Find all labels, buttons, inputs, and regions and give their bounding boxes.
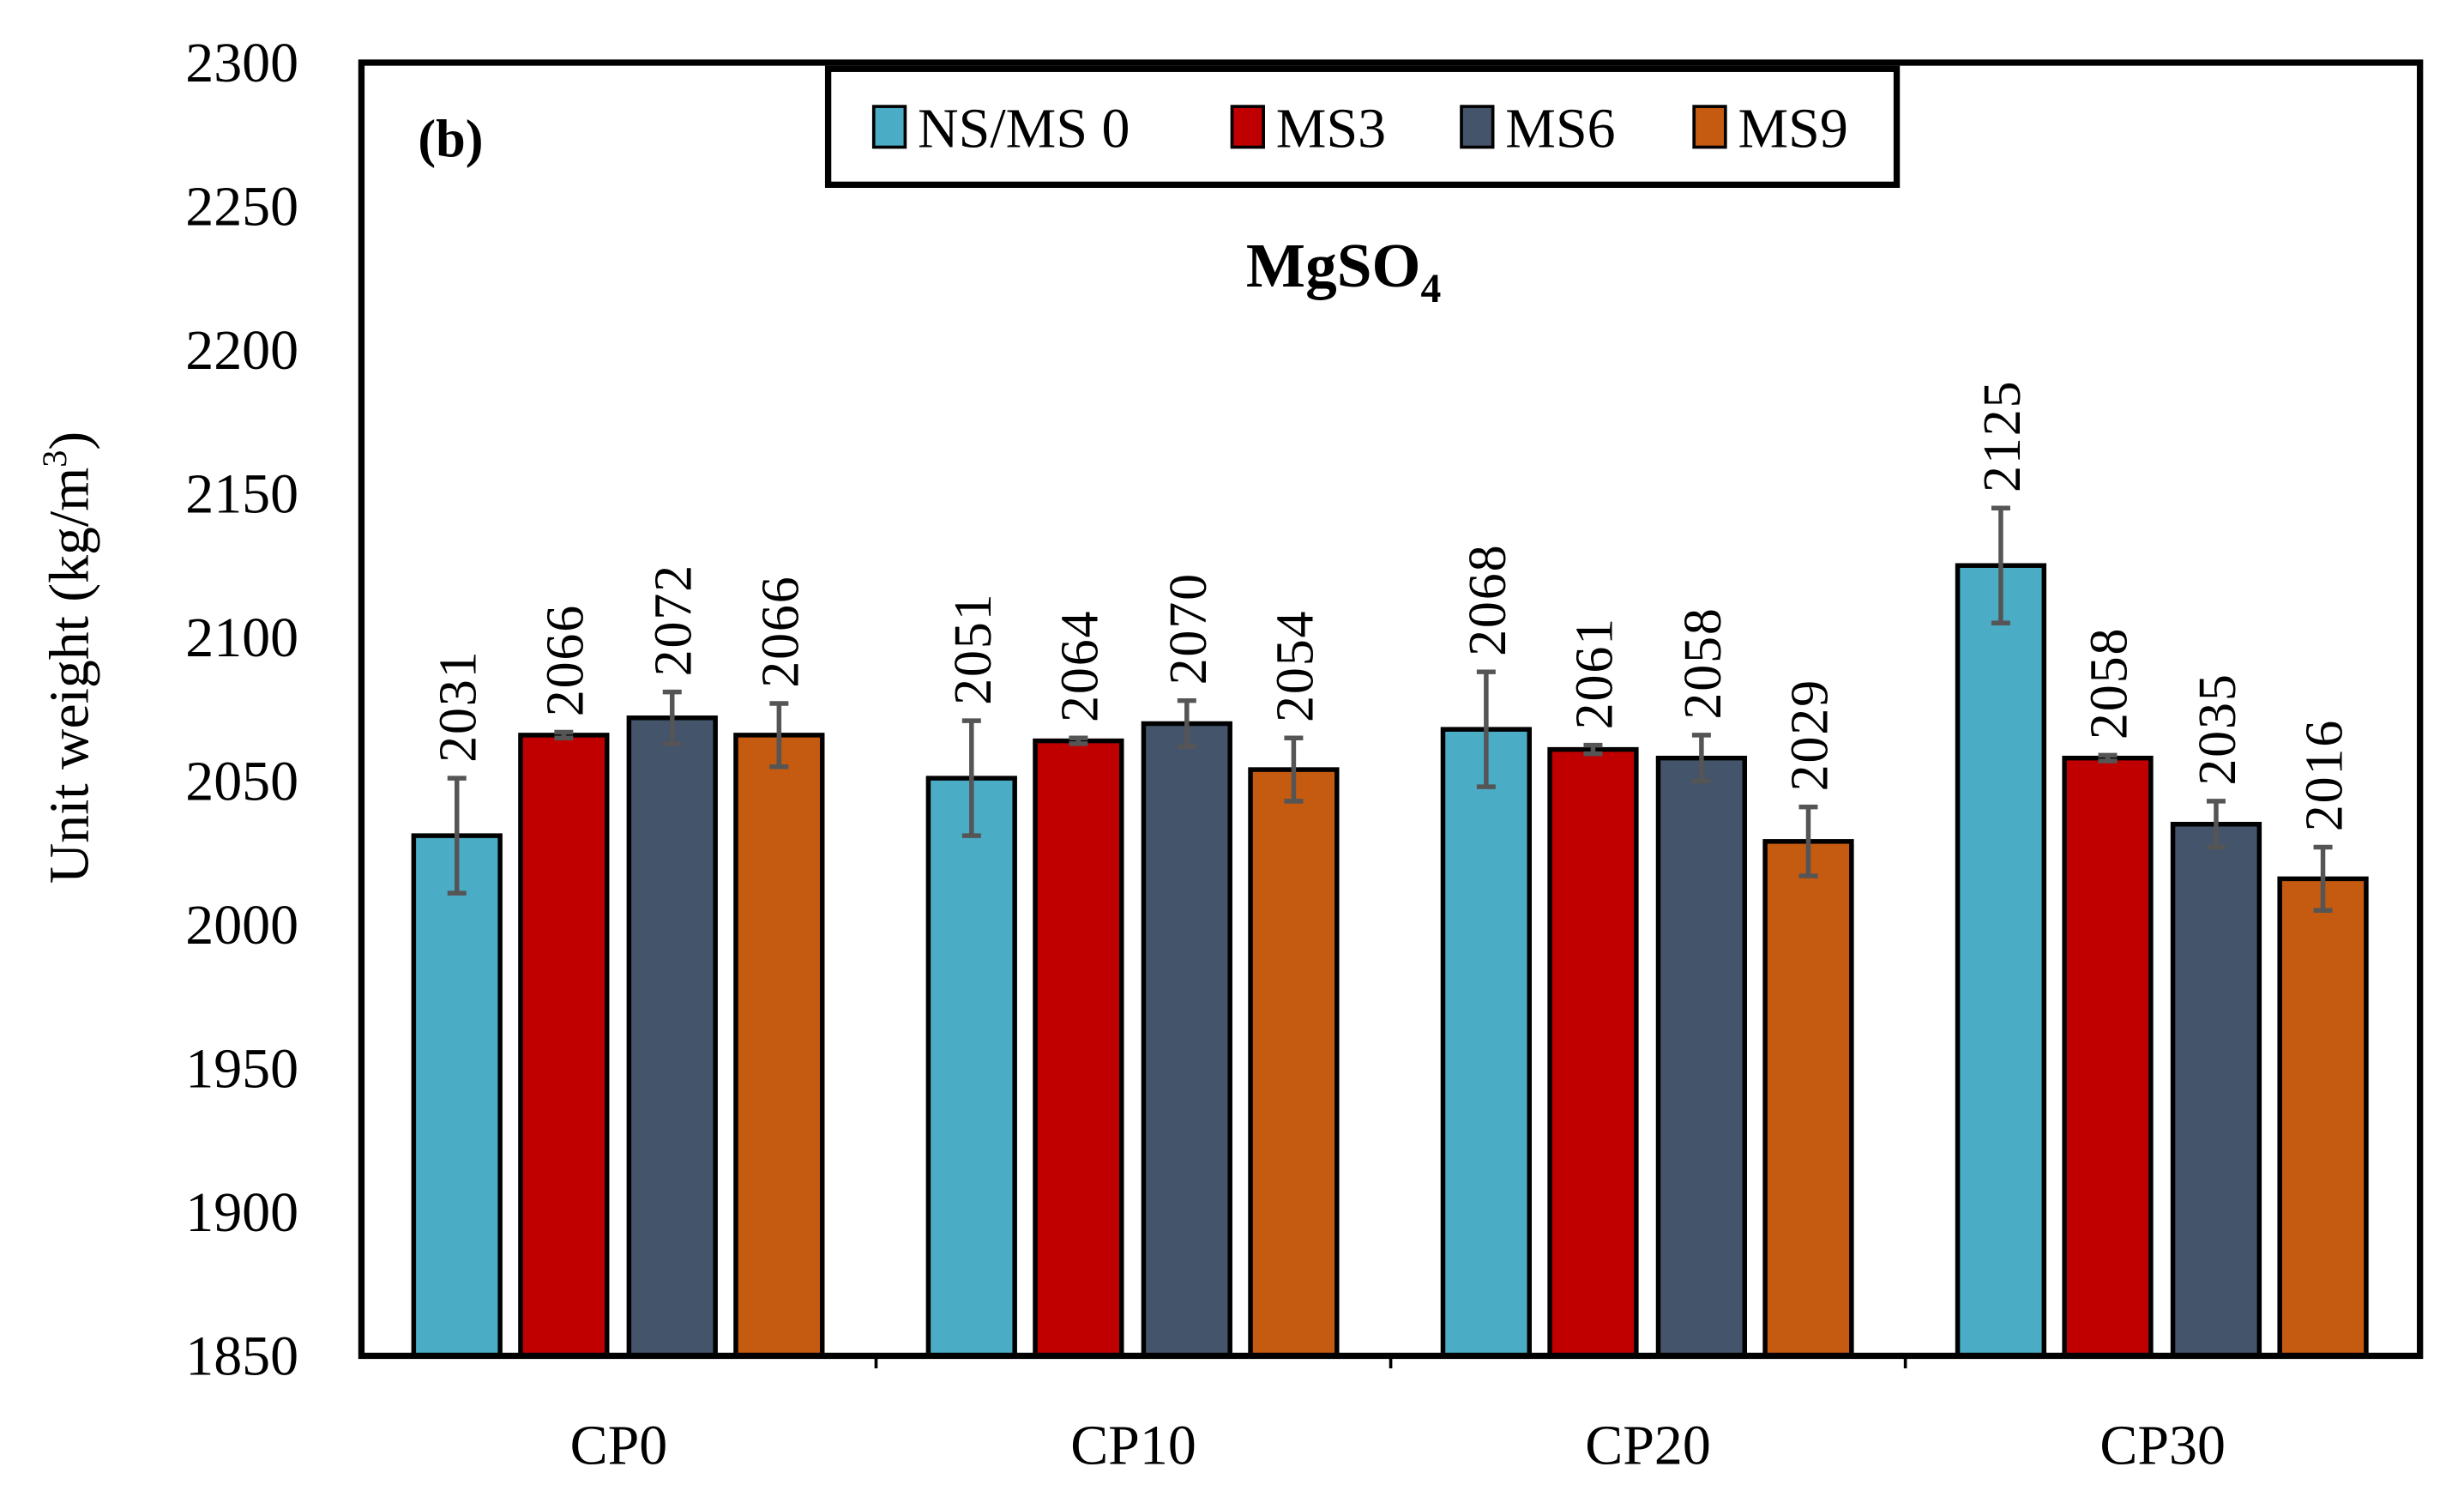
error-bar <box>1691 733 1711 784</box>
bar-ms9-cp0 <box>733 733 825 1359</box>
bars-layer: 2031 2051 2068 2125 2066 2064 2061 2058 2072 2070… <box>411 380 2369 1359</box>
bar-nsms0-cp20 <box>1440 727 1533 1359</box>
data-label: 2066 <box>751 575 810 687</box>
bar-ms6-cp20 <box>1655 755 1748 1359</box>
bar-ms3-cp0 <box>518 733 610 1359</box>
data-label: 2031 <box>430 649 488 762</box>
panel-label: (b) <box>418 111 483 169</box>
x-tick-label: CP30 <box>2100 1414 2226 1476</box>
bar-nsms0-cp0 <box>411 833 503 1359</box>
data-label: 2072 <box>645 564 703 676</box>
bar-ms9-cp10 <box>1248 767 1340 1359</box>
y-tick-label: 1850 <box>185 1325 298 1387</box>
data-label: 2066 <box>536 604 594 716</box>
legend-swatch <box>1230 105 1265 149</box>
data-label: 2070 <box>1160 572 1218 685</box>
bar-ms6-cp10 <box>1141 721 1232 1359</box>
bar-ms9-cp30 <box>2277 876 2369 1359</box>
y-tick-label: 2200 <box>185 319 298 382</box>
error-bar <box>1991 505 2010 625</box>
error-bar <box>1069 735 1088 746</box>
y-tick-label: 2000 <box>185 894 298 957</box>
error-bar <box>1177 697 1196 750</box>
error-bar <box>1284 735 1304 804</box>
bar-nsms0-cp30 <box>1955 563 2047 1359</box>
bar-ms9-cp20 <box>1762 839 1854 1359</box>
x-tick-label: CP20 <box>1585 1414 1711 1476</box>
data-label: 2029 <box>1780 679 1839 791</box>
legend-item: MS6 <box>1460 98 1616 160</box>
error-bar <box>554 729 574 740</box>
bar-ms6-cp30 <box>2170 821 2262 1359</box>
y-axis: 1850 1900 1950 2000 2050 2100 2150 2200 2250 2300 <box>185 32 298 1387</box>
error-bar <box>961 718 981 838</box>
x-tick-label: CP10 <box>1070 1414 1196 1476</box>
bar-nsms0-cp10 <box>925 776 1017 1359</box>
error-bar <box>447 776 467 896</box>
legend-label: MS6 <box>1505 98 1615 160</box>
y-tick-label: 2250 <box>185 176 298 238</box>
y-tick-label: 1950 <box>185 1037 298 1100</box>
data-label: 2061 <box>1565 617 1624 729</box>
bar-ms3-cp20 <box>1547 746 1639 1359</box>
data-label: 2068 <box>1459 544 1517 656</box>
data-label: 2035 <box>2189 673 2247 785</box>
legend-item: NS/MS 0 <box>871 98 1130 160</box>
bar-ms6-cp0 <box>626 715 718 1359</box>
y-tick-label: 2050 <box>185 750 298 812</box>
error-bar <box>769 701 789 770</box>
y-tick-label: 2300 <box>185 32 298 94</box>
bar-ms3-cp10 <box>1033 738 1124 1359</box>
error-bar <box>1476 669 1496 789</box>
error-bar <box>2313 844 2333 913</box>
legend-item: MS3 <box>1230 98 1386 160</box>
error-bar <box>1583 742 1603 757</box>
y-tick-label: 1900 <box>185 1181 298 1244</box>
data-label: 2058 <box>1674 607 1732 719</box>
data-label: 2064 <box>1051 610 1109 722</box>
legend-label: MS3 <box>1276 98 1386 160</box>
data-label: 2016 <box>2295 719 2353 831</box>
x-axis: CP0 CP10 CP20 CP30 <box>570 1355 2226 1476</box>
chart-title: MgSO4 <box>1246 231 1441 311</box>
y-tick-label: 2100 <box>185 607 298 669</box>
legend-item: MS9 <box>1692 98 1848 160</box>
error-bar <box>1798 804 1818 878</box>
data-label: 2051 <box>944 592 1003 704</box>
y-tick-label: 2150 <box>185 462 298 525</box>
legend: NS/MS 0 MS3 MS6 MS9 <box>824 65 1901 188</box>
legend-label: NS/MS 0 <box>918 98 1130 160</box>
error-bar <box>662 689 682 746</box>
y-axis-label: Unit weight (kg/m3) <box>35 432 101 884</box>
legend-swatch <box>1692 105 1727 149</box>
data-label: 2125 <box>1973 380 2032 492</box>
data-label: 2058 <box>2080 627 2138 739</box>
error-bar <box>2206 799 2226 850</box>
legend-label: MS9 <box>1738 98 1847 160</box>
x-tick-label: CP0 <box>570 1414 668 1476</box>
data-label: 2054 <box>1266 610 1324 722</box>
bar-ms3-cp30 <box>2062 755 2154 1359</box>
error-bar <box>2098 752 2118 764</box>
legend-swatch <box>871 105 907 149</box>
legend-swatch <box>1460 105 1495 149</box>
